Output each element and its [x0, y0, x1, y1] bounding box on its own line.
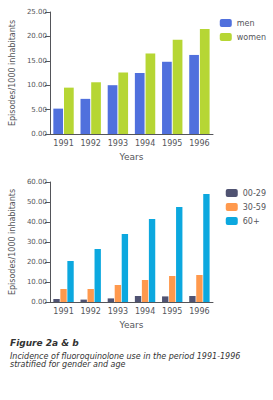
svg-text:0.00: 0.00: [31, 298, 47, 306]
svg-text:25.00: 25.00: [27, 8, 47, 16]
svg-text:50.00: 50.00: [27, 198, 47, 206]
svg-text:5.00: 5.00: [31, 106, 47, 114]
svg-text:Years: Years: [119, 152, 144, 162]
svg-text:1996: 1996: [189, 139, 209, 148]
svg-text:Figure 2a & b: Figure 2a & b: [10, 338, 79, 348]
svg-text:women: women: [237, 33, 266, 42]
svg-text:15.00: 15.00: [27, 57, 47, 65]
svg-text:20.00: 20.00: [27, 258, 47, 266]
svg-text:60+: 60+: [243, 217, 260, 226]
svg-text:Incidence of fluoroquinolone u: Incidence of fluoroquinolone use in the …: [10, 351, 243, 361]
svg-text:60.00: 60.00: [27, 178, 47, 186]
svg-text:1991: 1991: [53, 139, 73, 148]
svg-text:00-29: 00-29: [243, 189, 266, 198]
svg-text:1992: 1992: [81, 139, 101, 148]
svg-text:10.00: 10.00: [27, 81, 47, 89]
svg-text:1994: 1994: [135, 307, 155, 316]
svg-text:40.00: 40.00: [27, 218, 47, 226]
svg-text:1996: 1996: [189, 307, 209, 316]
svg-text:1995: 1995: [162, 307, 182, 316]
svg-text:1993: 1993: [108, 307, 128, 316]
svg-text:men: men: [237, 19, 255, 28]
svg-text:Episodes/1000 inhabitants: Episodes/1000 inhabitants: [8, 189, 17, 295]
svg-text:1994: 1994: [135, 139, 155, 148]
svg-text:30-59: 30-59: [243, 203, 266, 212]
svg-text:10.00: 10.00: [27, 278, 47, 286]
svg-text:0.00: 0.00: [31, 130, 47, 138]
svg-text:stratified for gender and age: stratified for gender and age: [10, 360, 126, 369]
svg-text:20.00: 20.00: [27, 32, 47, 40]
svg-text:1991: 1991: [53, 307, 73, 316]
svg-text:1993: 1993: [108, 139, 128, 148]
svg-text:Episodes/1000 inhabitants: Episodes/1000 inhabitants: [8, 20, 17, 126]
svg-text:1992: 1992: [81, 307, 101, 316]
svg-text:30.00: 30.00: [27, 238, 47, 246]
svg-text:Years: Years: [119, 320, 144, 330]
svg-text:1995: 1995: [162, 139, 182, 148]
